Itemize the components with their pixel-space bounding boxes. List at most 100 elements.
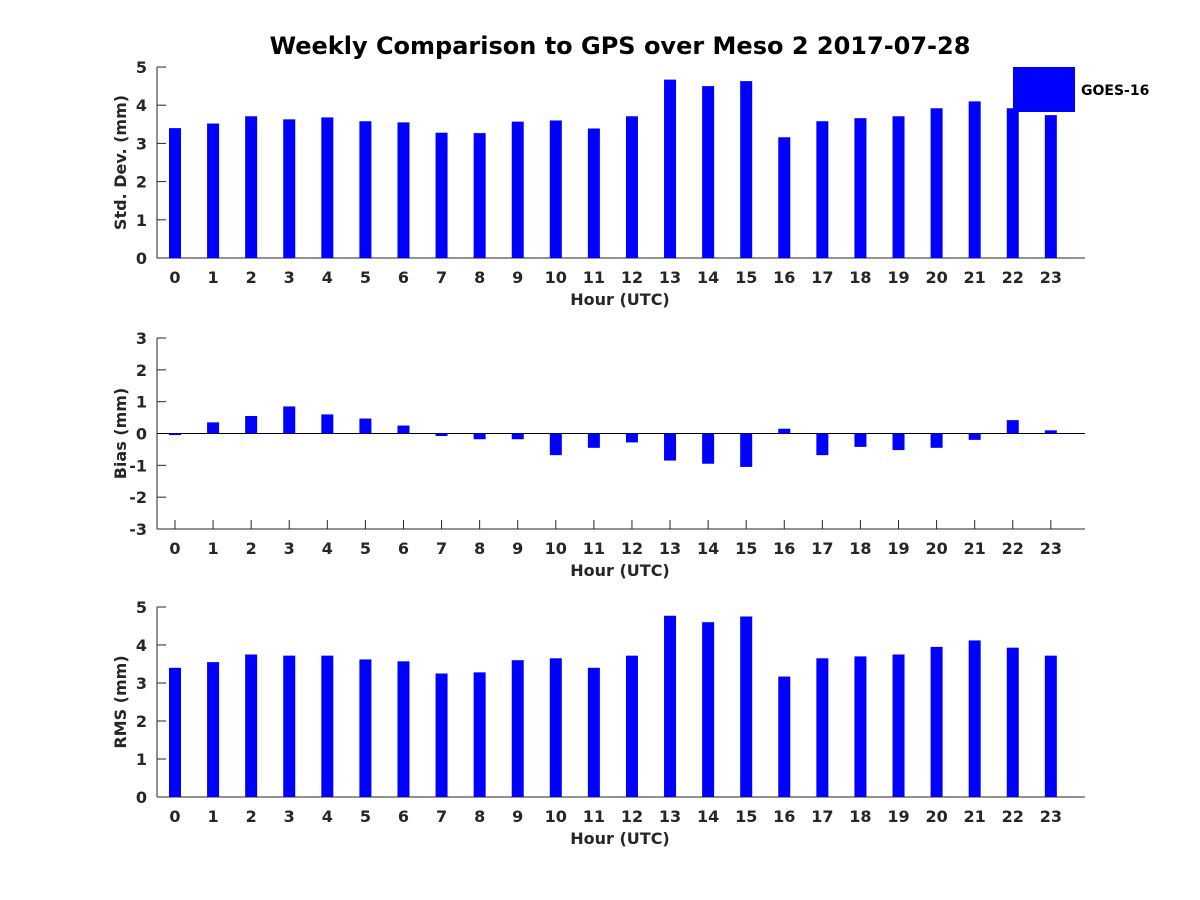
bar-rms-hour-5 [359,659,372,797]
x-tick-label: 17 [811,807,833,826]
y-tick-label: 2 [136,712,147,731]
x-tick-label: 14 [697,539,719,558]
x-tick-label: 14 [697,268,719,287]
bar-rms-hour-12 [625,655,638,797]
bar-bias-hour-13 [664,433,677,461]
x-tick-label: 20 [925,807,947,826]
bar-stddev-hour-9 [511,121,524,258]
bar-bias-hour-11 [587,433,600,448]
x-tick-label: 7 [436,268,447,287]
x-tick-label: 22 [1002,539,1024,558]
y-tick-label: 3 [136,134,147,153]
y-tick-label: 1 [136,393,147,412]
x-tick-label: 10 [545,539,567,558]
bar-stddev-hour-7 [435,132,448,258]
bar-rms-hour-4 [321,655,334,797]
bar-bias-hour-17 [816,433,829,456]
x-tick-label: 23 [1040,807,1062,826]
bar-rms-hour-1 [207,662,220,797]
x-tick-label: 11 [583,807,605,826]
x-tick-label: 0 [169,539,180,558]
x-tick-label: 12 [621,539,643,558]
x-tick-label: 11 [583,268,605,287]
bar-bias-hour-12 [625,433,638,443]
bar-rms-hour-20 [930,646,943,797]
bar-stddev-hour-10 [549,120,562,258]
bar-stddev-hour-12 [625,116,638,258]
x-tick-label: 1 [208,268,219,287]
y-tick-label: 1 [136,211,147,230]
bar-bias-hour-15 [740,433,753,467]
bar-rms-hour-13 [664,615,677,797]
x-tick-label: 19 [887,539,909,558]
bar-stddev-hour-21 [968,101,981,258]
x-tick-label: 2 [246,539,257,558]
bar-bias-hour-20 [930,433,943,448]
y-tick-label: 3 [136,674,147,693]
bar-bias-hour-2 [245,415,258,434]
bar-stddev-hour-22 [1006,108,1019,258]
bar-stddev-hour-15 [740,81,753,258]
x-tick-label: 20 [925,539,947,558]
x-tick-label: 5 [360,268,371,287]
x-tick-label: 12 [621,807,643,826]
x-tick-label: 1 [208,807,219,826]
x-tick-label: 19 [887,268,909,287]
y-tick-label: -1 [129,456,147,475]
x-tick-label: 13 [659,807,681,826]
y-axis-label: Bias (mm) [111,388,130,480]
x-tick-label: 21 [964,539,986,558]
bar-rms-hour-2 [245,654,258,797]
bar-bias-hour-7 [435,433,448,437]
bar-bias-hour-0 [169,433,181,436]
x-tick-label: 15 [735,268,757,287]
bar-rms-hour-6 [397,661,410,797]
x-tick-label: 8 [474,807,485,826]
x-tick-label: 6 [398,539,409,558]
x-tick-label: 10 [545,268,567,287]
x-tick-label: 3 [284,268,295,287]
x-tick-label: 0 [169,268,180,287]
bar-bias-hour-16 [778,428,791,434]
x-tick-label: 8 [474,268,485,287]
x-tick-label: 23 [1040,268,1062,287]
x-tick-label: 16 [773,539,795,558]
y-tick-label: 2 [136,173,147,192]
x-tick-label: 1 [208,539,219,558]
bar-stddev-hour-19 [892,116,905,258]
x-tick-label: 4 [322,268,333,287]
x-tick-label: 5 [360,807,371,826]
bar-rms-hour-22 [1006,647,1019,797]
bar-bias-hour-9 [511,433,524,440]
bar-stddev-hour-3 [283,119,296,258]
y-tick-label: 4 [136,636,147,655]
bar-rms-hour-16 [778,676,791,797]
bar-stddev-hour-13 [664,79,677,258]
x-tick-label: 23 [1040,539,1062,558]
bar-stddev-hour-23 [1044,115,1057,258]
x-tick-label: 10 [545,807,567,826]
x-tick-label: 18 [849,268,871,287]
x-tick-label: 17 [811,539,833,558]
y-tick-label: 4 [136,96,147,115]
x-axis-label: Hour (UTC) [570,290,670,309]
bar-bias-hour-5 [359,418,372,434]
x-tick-label: 2 [246,268,257,287]
legend-swatch [1013,67,1075,112]
y-tick-label: 5 [136,58,147,77]
x-tick-label: 18 [849,807,871,826]
x-tick-label: 9 [512,268,523,287]
bar-stddev-hour-14 [702,86,715,258]
bar-bias-hour-6 [397,425,410,434]
y-tick-label: 0 [136,249,147,268]
bar-rms-hour-9 [511,660,524,797]
bar-stddev-hour-8 [473,133,486,258]
bar-rms-hour-11 [587,667,600,797]
bar-rms-hour-17 [816,658,829,797]
bar-bias-hour-22 [1006,420,1019,434]
x-tick-label: 0 [169,807,180,826]
bar-rms-hour-19 [892,654,905,797]
